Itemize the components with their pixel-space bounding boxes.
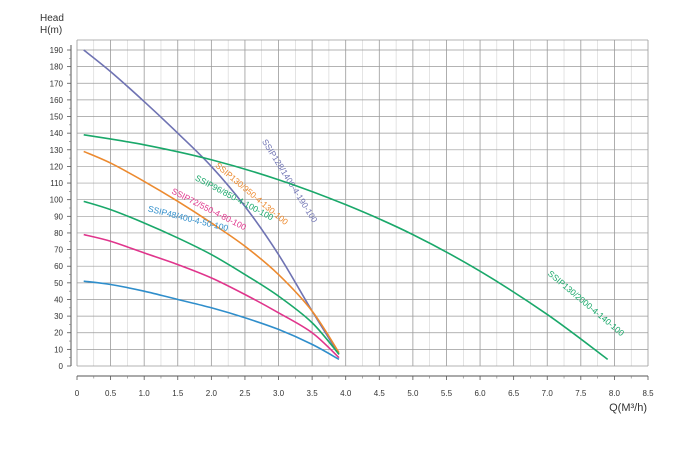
- x-tick-label: 5.5: [441, 389, 453, 398]
- x-tick-label: 3.0: [273, 389, 285, 398]
- y-tick-label: 40: [54, 295, 63, 304]
- y-tick-label: 10: [54, 345, 63, 354]
- x-tick-label: 1.0: [139, 389, 151, 398]
- y-tick-label: 50: [54, 279, 63, 288]
- series-layer: SSIP128/1400-4-190-100SSIP130/2000-4-140…: [83, 49, 626, 361]
- series-line-0: [83, 49, 340, 355]
- y-tick-label: 60: [54, 262, 63, 271]
- x-tick-label: 8.5: [642, 389, 654, 398]
- x-tick-label: 5.0: [407, 389, 419, 398]
- series-line-1: [83, 134, 609, 360]
- x-axis-label: Q(M³/h): [609, 402, 647, 414]
- y-tick-label: 70: [54, 246, 63, 255]
- y-tick-label: 170: [50, 79, 64, 88]
- y-tick-label: 30: [54, 312, 63, 321]
- y-tick-label: 100: [50, 196, 64, 205]
- y-axis-label-head: Head: [40, 13, 64, 24]
- y-tick-label: 160: [50, 96, 64, 105]
- x-tick-label: 4.5: [374, 389, 386, 398]
- series-line-4: [83, 233, 340, 359]
- x-tick-label: 2.0: [206, 389, 218, 398]
- x-tick-label: 6.5: [508, 389, 520, 398]
- x-tick-label: 2.5: [239, 389, 251, 398]
- x-tick-label: 4.0: [340, 389, 352, 398]
- series-line-3: [83, 200, 340, 355]
- y-tick-label: 90: [54, 212, 63, 221]
- x-tick-label: 3.5: [307, 389, 319, 398]
- series-line-2: [83, 150, 340, 354]
- y-tick-label: 110: [50, 179, 63, 188]
- x-tick-label: 7.5: [575, 389, 587, 398]
- y-tick-label: 0: [59, 362, 64, 371]
- y-tick-label: 130: [50, 146, 64, 155]
- x-tick-label: 1.5: [172, 389, 184, 398]
- y-tick-label: 80: [54, 229, 63, 238]
- y-tick-label: 180: [50, 63, 64, 72]
- x-tick-label: 0: [75, 389, 80, 398]
- x-tick-label: 0.5: [105, 389, 117, 398]
- y-tick-label: 190: [50, 46, 64, 55]
- x-tick-label: 6.0: [474, 389, 486, 398]
- x-tick-label: 7.0: [542, 389, 554, 398]
- x-tick-label: 8.0: [609, 389, 621, 398]
- y-tick-label: 140: [50, 129, 64, 138]
- y-tick-label: 150: [50, 113, 64, 122]
- series-line-5: [83, 280, 340, 361]
- y-axis-label-unit: H(m): [40, 25, 62, 36]
- grid-layer: [76, 39, 649, 367]
- ticks-layer: 0 10 20 30 40 50 60 70 80 90 100 110 120 130 140 150 160…: [50, 45, 654, 398]
- y-tick-label: 20: [54, 329, 63, 338]
- y-tick-label: 120: [50, 162, 64, 171]
